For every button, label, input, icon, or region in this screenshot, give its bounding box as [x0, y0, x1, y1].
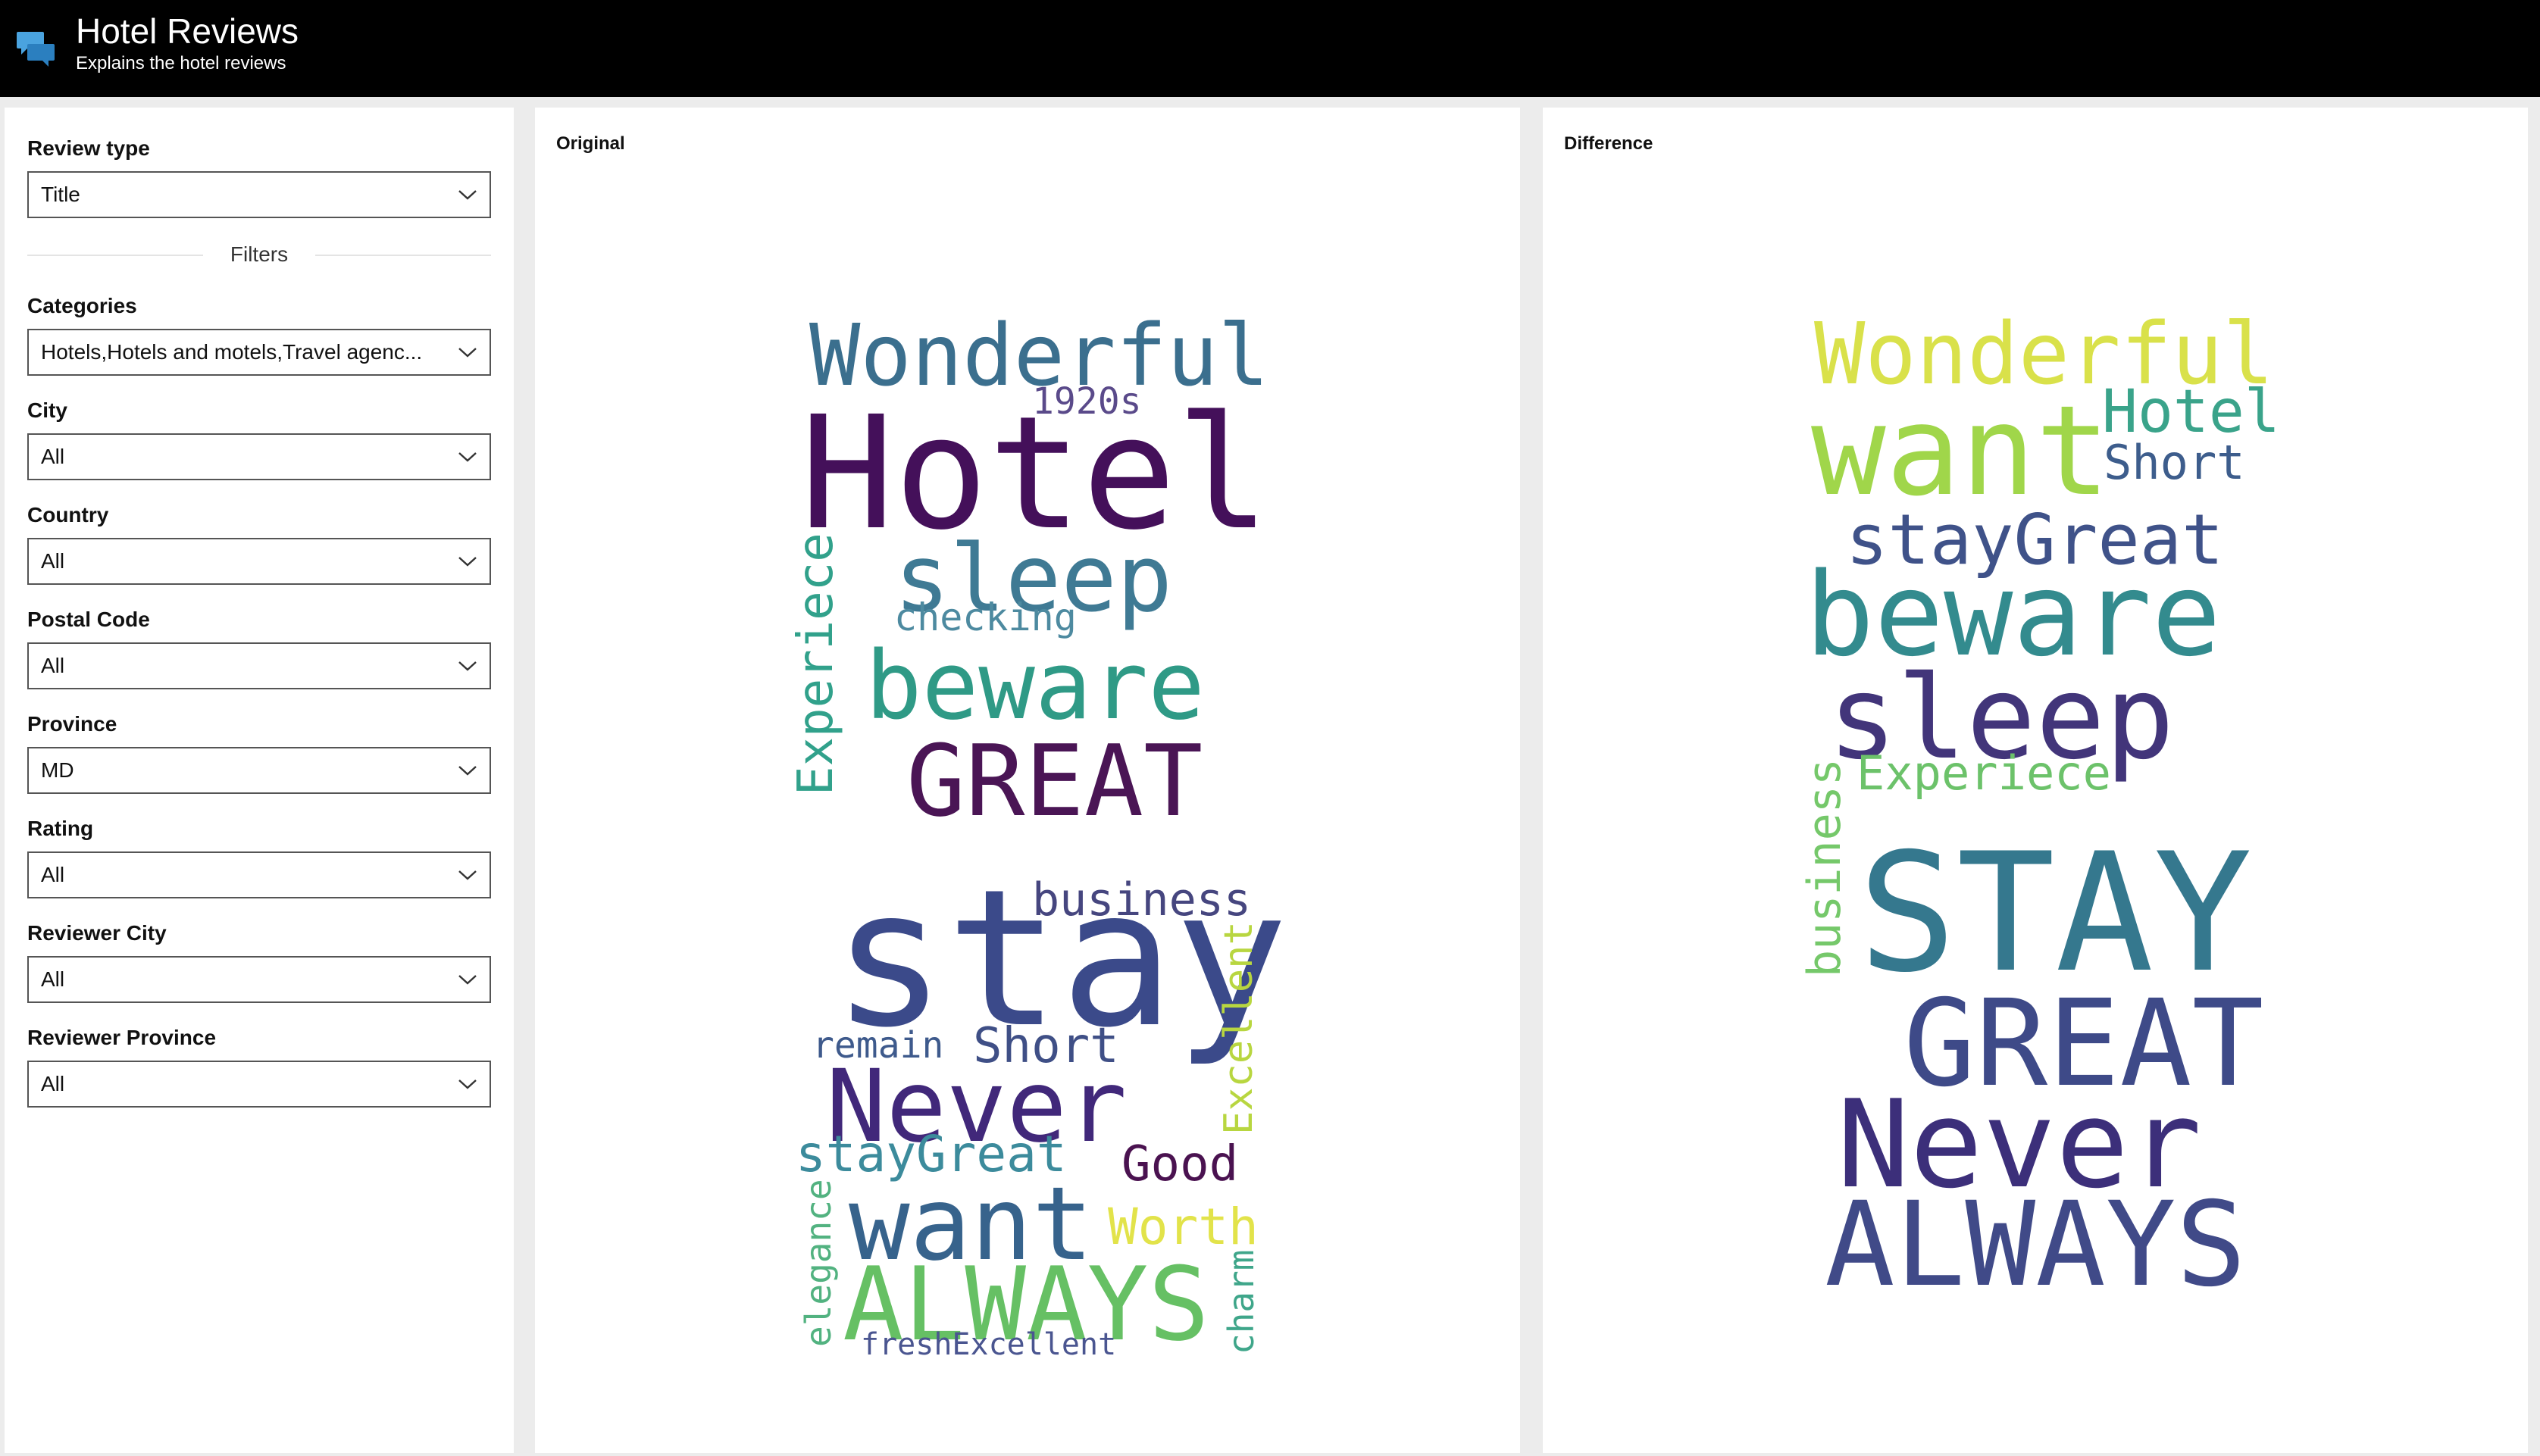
- divider-right: [315, 255, 491, 256]
- reviewer-city-select[interactable]: All: [27, 956, 491, 1003]
- word-stay-caps: STAY: [1858, 818, 2252, 1008]
- word-staygreat: stayGreat: [796, 1125, 1067, 1183]
- word-never: Never: [826, 1048, 1127, 1165]
- country-label: Country: [27, 503, 109, 526]
- chevron-down-icon: [458, 661, 477, 671]
- word-freshexcellent: freshExcellent: [861, 1327, 1116, 1362]
- word-worth: Worth: [1108, 1198, 1259, 1256]
- country-select[interactable]: All: [27, 538, 491, 585]
- chevron-down-icon: [458, 557, 477, 567]
- city-value: All: [41, 445, 65, 468]
- reviewer-city-label: Reviewer City: [27, 921, 167, 945]
- chevron-down-icon: [458, 452, 477, 462]
- word-experiece: Experiece: [788, 533, 844, 795]
- postal-code-select[interactable]: All: [27, 642, 491, 689]
- original-panel: Original Wonderful 1920s Hotel sleep Exp…: [535, 108, 1520, 1453]
- original-panel-title: Original: [556, 133, 625, 154]
- rating-value: All: [41, 863, 65, 886]
- word-short: Short: [973, 1018, 1119, 1074]
- province-select[interactable]: MD: [27, 747, 491, 794]
- word-hotel: Hotel: [2102, 378, 2280, 446]
- reviewer-province-select[interactable]: All: [27, 1061, 491, 1108]
- reviewer-province-value: All: [41, 1072, 65, 1095]
- word-stay: stay: [832, 848, 1288, 1069]
- reviewer-province-label: Reviewer Province: [27, 1026, 217, 1049]
- rating-select[interactable]: All: [27, 851, 491, 898]
- city-label: City: [27, 398, 67, 422]
- chevron-down-icon: [458, 348, 477, 358]
- word-great: GREAT: [906, 723, 1203, 839]
- word-remain: remain: [812, 1024, 943, 1067]
- app-subtitle: Explains the hotel reviews: [76, 53, 286, 73]
- word-business: business: [1798, 758, 1851, 977]
- word-want: want: [849, 1165, 1093, 1283]
- word-always: ALWAYS: [843, 1245, 1209, 1364]
- word-1920s: 1920s: [1032, 380, 1142, 423]
- categories-select[interactable]: Hotels,Hotels and motels,Travel agenc...: [27, 329, 491, 376]
- word-staygreat: stayGreat: [1846, 499, 2224, 580]
- difference-panel: Difference Wonderful want Hotel Short st…: [1543, 108, 2528, 1453]
- word-charm: charm: [1221, 1250, 1262, 1354]
- word-beware: beware: [1805, 548, 2221, 682]
- word-beware: beware: [865, 632, 1205, 741]
- word-wonderful: Wonderful: [1814, 305, 2274, 404]
- app-header: Hotel Reviews Explains the hotel reviews: [0, 0, 2540, 97]
- categories-label: Categories: [27, 294, 137, 317]
- chevron-down-icon: [458, 1080, 477, 1089]
- word-hotel: Hotel: [800, 383, 1270, 564]
- word-always: ALWAYS: [1825, 1177, 2246, 1313]
- review-type-select[interactable]: Title: [27, 171, 491, 218]
- chevron-down-icon: [458, 870, 477, 880]
- difference-panel-title: Difference: [1564, 133, 1653, 154]
- word-elegance: elegance: [798, 1179, 839, 1347]
- word-checking: checking: [894, 595, 1077, 639]
- word-good: Good: [1121, 1136, 1238, 1192]
- original-wordcloud: Wonderful 1920s Hotel sleep Experiece ch…: [788, 307, 1288, 1364]
- city-select[interactable]: All: [27, 433, 491, 480]
- app-title: Hotel Reviews: [76, 11, 299, 51]
- word-want: want: [1811, 379, 2110, 523]
- divider-left: [27, 255, 203, 256]
- word-short: Short: [2104, 435, 2245, 490]
- postal-code-value: All: [41, 654, 65, 677]
- review-type-label: Review type: [27, 136, 150, 160]
- chevron-down-icon: [458, 190, 477, 200]
- filter-sidebar: Review type Title Filters Categories Hot…: [5, 108, 514, 1453]
- chat-bubbles-icon: [17, 32, 55, 67]
- word-never: Never: [1837, 1073, 2202, 1215]
- word-great: GREAT: [1903, 974, 2264, 1114]
- word-business: business: [1032, 873, 1251, 926]
- word-sleep: sleep: [1828, 651, 2175, 785]
- word-experiece: Experiece: [1857, 745, 2111, 801]
- reviewer-city-value: All: [41, 967, 65, 991]
- rating-label: Rating: [27, 817, 94, 840]
- postal-code-label: Postal Code: [27, 608, 150, 631]
- review-type-value: Title: [41, 183, 80, 206]
- filters-divider-label: Filters: [230, 242, 289, 266]
- word-excellent: Excellent: [1216, 921, 1262, 1135]
- chevron-down-icon: [458, 975, 477, 985]
- chevron-down-icon: [458, 766, 477, 776]
- province-label: Province: [27, 712, 117, 736]
- country-value: All: [41, 549, 65, 573]
- word-wonderful: Wonderful: [809, 307, 1269, 405]
- word-sleep: sleep: [894, 525, 1172, 633]
- categories-value: Hotels,Hotels and motels,Travel agenc...: [41, 340, 423, 364]
- difference-wordcloud: Wonderful want Hotel Short stayGreat bew…: [1798, 305, 2280, 1313]
- province-value: MD: [41, 758, 74, 782]
